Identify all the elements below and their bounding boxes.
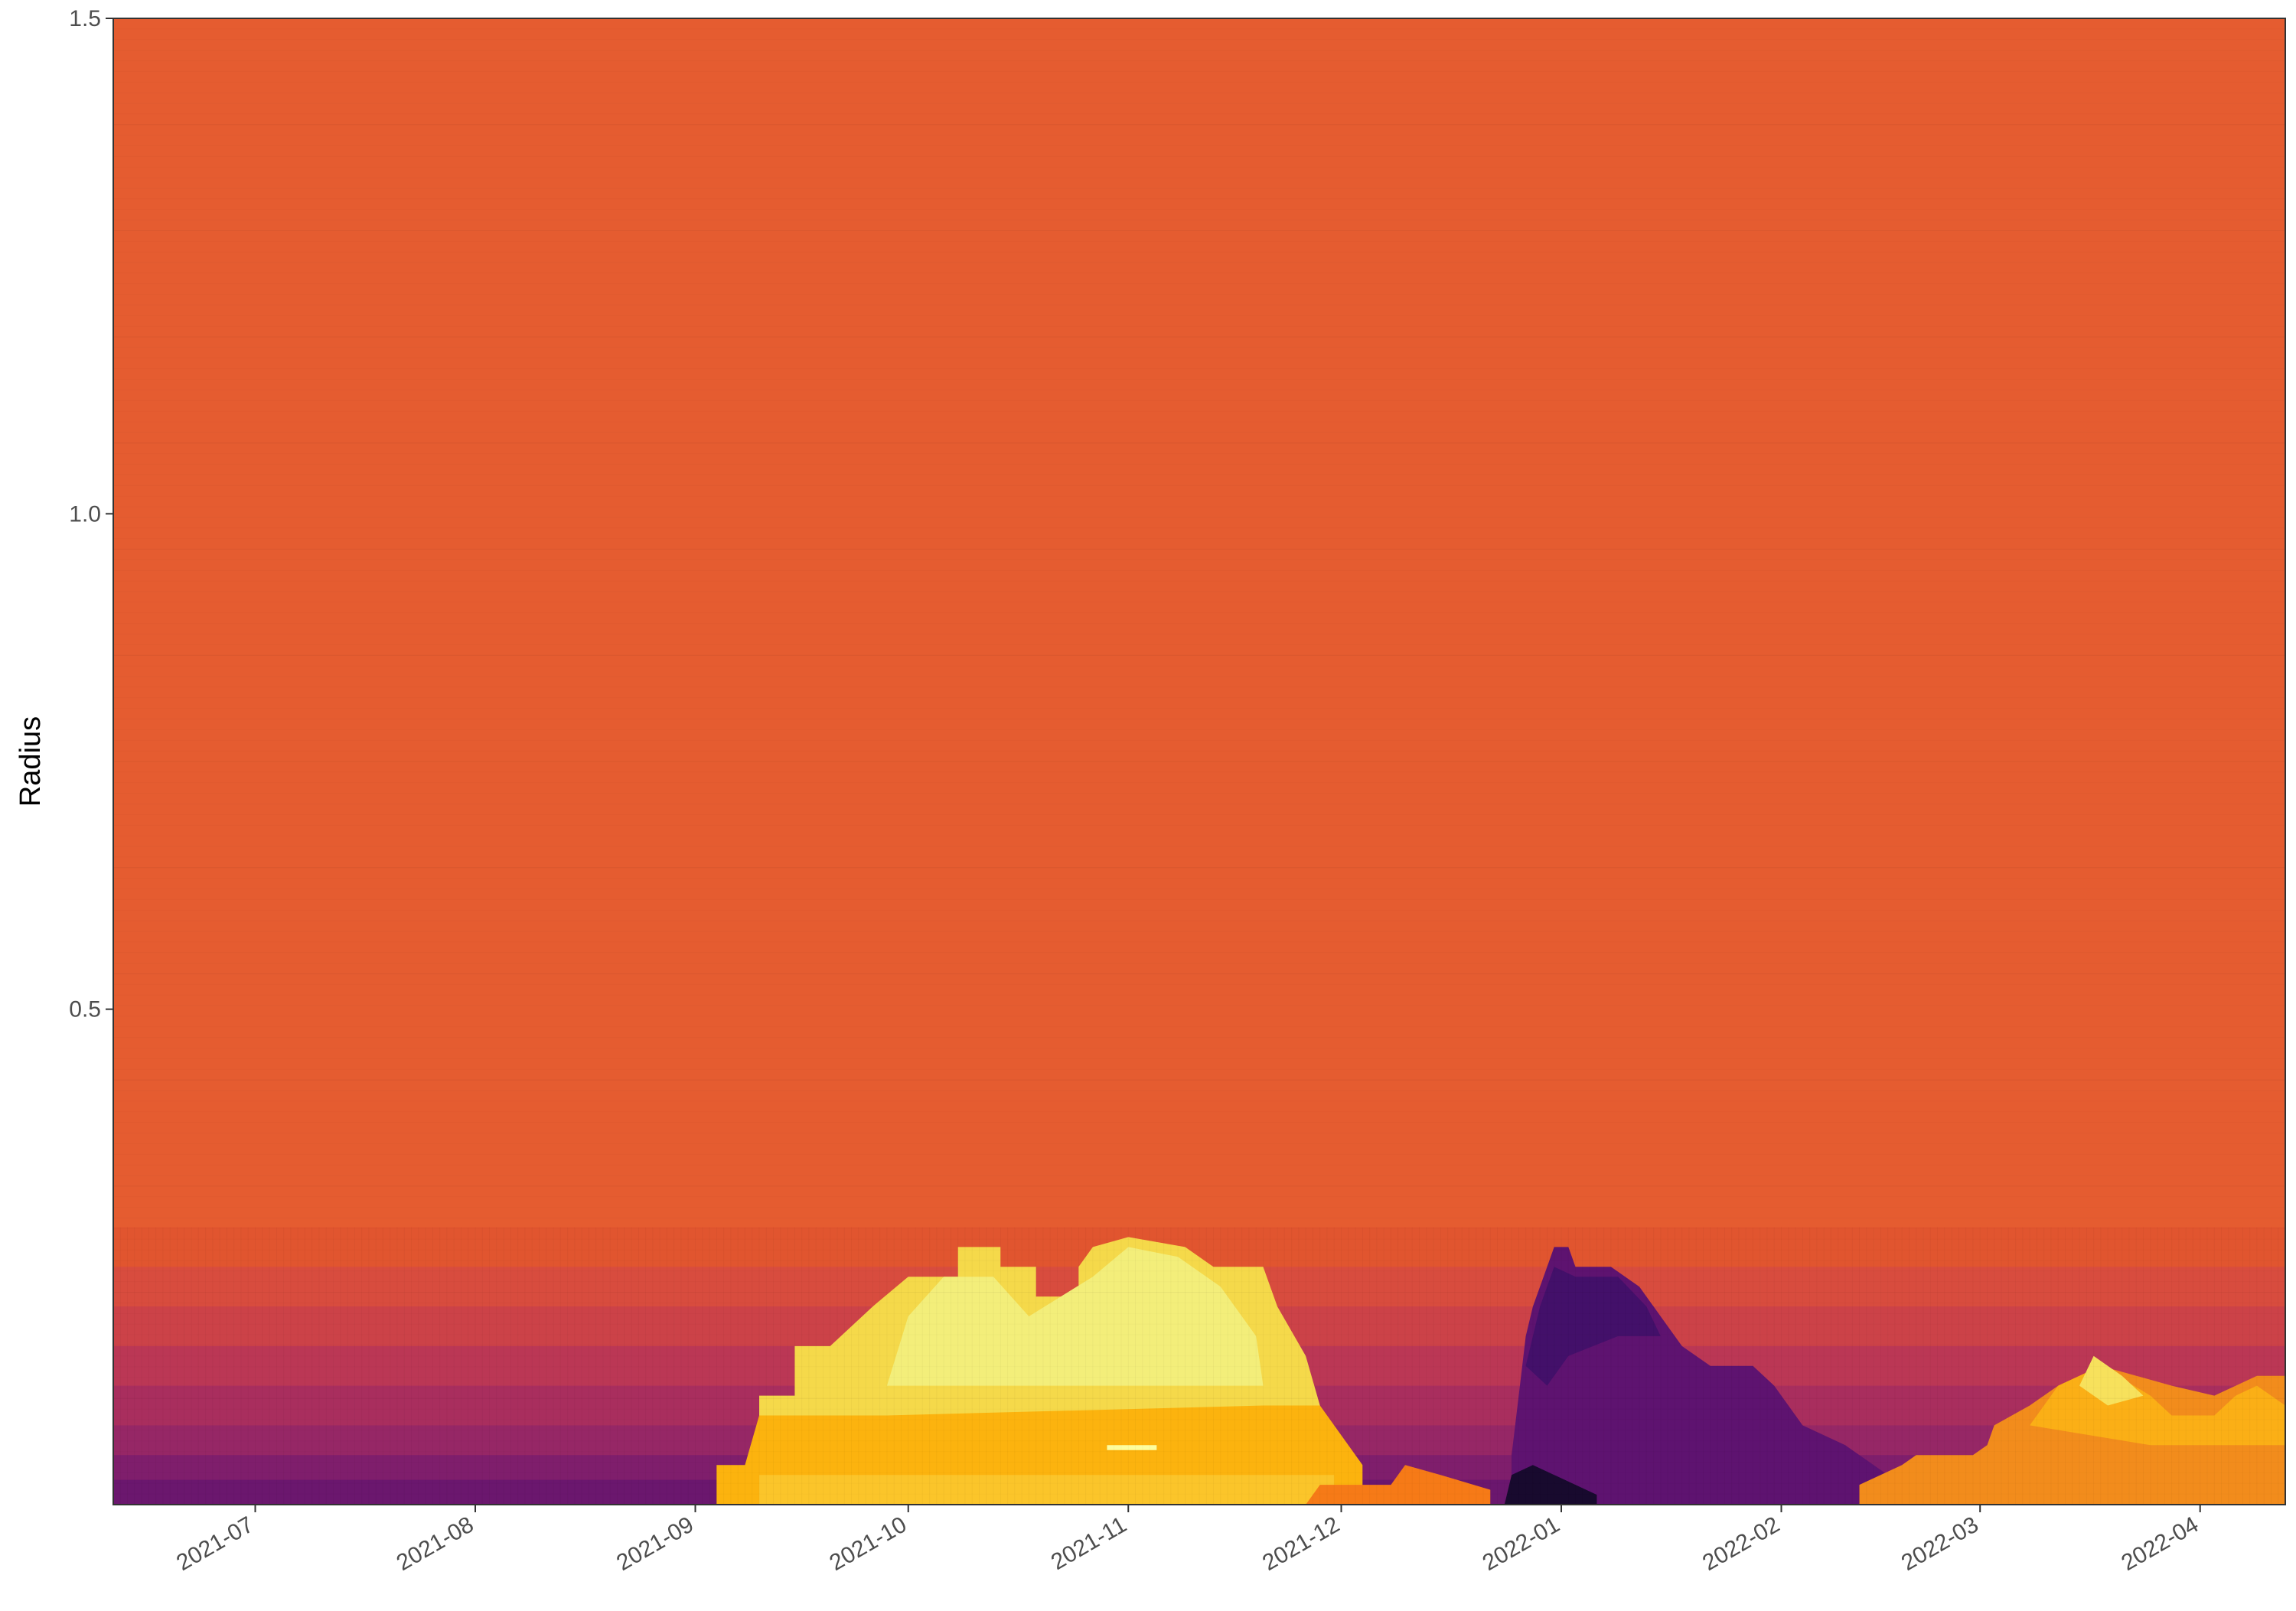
x-tick-label-4: 2021-11 [1047, 1512, 1131, 1575]
x-tick-label-0: 2021-07 [172, 1512, 258, 1576]
heatmap-region-autumn-layer-4 [1107, 1445, 1157, 1450]
x-tick-label-8: 2022-03 [1897, 1512, 1983, 1576]
x-tick-label-9: 2022-04 [2117, 1512, 2203, 1576]
heatmap-region-autumn-layer-5 [1306, 1465, 1491, 1505]
y-tick-label-1: 1.0 [69, 501, 101, 527]
heatmap-region-spring-layer-2 [2079, 1355, 2144, 1406]
heatmap-region-winter-layer-2 [1504, 1465, 1597, 1505]
x-tick-label-5: 2021-12 [1258, 1512, 1344, 1576]
x-tick-label-1: 2021-08 [393, 1512, 478, 1576]
x-axis: 2021-07 2021-08 2021-09 2021-10 2021-11 2021-… [172, 1505, 2203, 1576]
y-tick-label-2: 1.5 [69, 6, 101, 31]
x-tick-label-2: 2021-09 [612, 1512, 698, 1576]
heatmap-region-spring-layer-0 [1859, 1365, 2285, 1505]
cell-grid-overlay [113, 124, 2285, 1399]
plot-area [113, 18, 2285, 1505]
y-axis-title: Radius [15, 716, 47, 807]
heatmap-region-winter-layer-1 [1525, 1267, 1661, 1386]
y-tick-label-0: 0.5 [69, 997, 101, 1022]
x-tick-label-6: 2022-01 [1479, 1512, 1564, 1576]
x-tick-label-3: 2021-10 [825, 1512, 911, 1576]
heatmap-region-autumn-layer-1 [886, 1247, 1264, 1386]
plot-border [113, 18, 2286, 1505]
heatmap-region-spring [1859, 1355, 2285, 1505]
heatmap-region-autumn [716, 1237, 1491, 1505]
heatmap-region-winter [1504, 1247, 1888, 1505]
y-axis: 0.5 1.0 1.5 [69, 6, 113, 1022]
heatmap-region-autumn-layer-3 [759, 1475, 1335, 1505]
x-tick-label-7: 2022-02 [1698, 1512, 1784, 1576]
